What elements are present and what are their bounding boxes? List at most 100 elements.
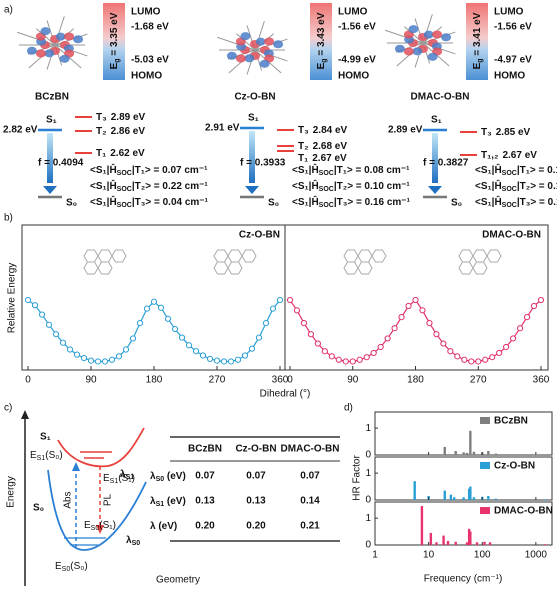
t-label: T₂ 2.86 eV <box>96 126 145 137</box>
energy-point <box>482 356 489 363</box>
table-header: DMAC-O-BN <box>281 444 340 455</box>
energy-point <box>398 314 405 321</box>
hr-bar <box>443 446 446 455</box>
y-axis-label: Relative Energy <box>7 263 18 334</box>
oscillator-strength: f = 0.4094 <box>38 158 84 169</box>
energy-label-part: (S₀) <box>45 450 62 461</box>
soc-value: <S₁|ĤSOC|T₂> = 0.10 cm⁻¹ <box>292 179 410 193</box>
energy-point <box>157 304 165 311</box>
gap-label: Eg = 3.41 eV <box>472 12 484 69</box>
orbital-lobe <box>244 54 255 63</box>
t-label: T₁,₂ 2.67 eV <box>481 150 537 161</box>
y-tick-label: 1 <box>365 513 371 524</box>
hr-bar <box>487 450 490 455</box>
energy-point <box>234 356 242 363</box>
molecule-ring <box>111 249 127 263</box>
energy-point <box>349 358 356 365</box>
energy-label: ES1(S₁) <box>103 473 135 485</box>
x-tick-label: 180 <box>407 375 424 386</box>
energy-point <box>503 343 510 351</box>
hr-bar <box>454 541 457 545</box>
hr-bar <box>454 450 457 455</box>
t-name: T₂ <box>298 141 309 152</box>
energy-point <box>384 335 391 342</box>
gap-label-part: = 3.41 eV <box>472 12 483 58</box>
orbital-lobe <box>35 49 46 58</box>
soc-value-part: <S₁|Ĥ <box>292 163 319 176</box>
energy-point <box>122 346 130 353</box>
s1-label: S₁ <box>248 113 259 124</box>
energy-point <box>286 296 294 304</box>
x-tick-label: 90 <box>85 375 97 386</box>
soc-value-part: SOC <box>502 186 517 193</box>
lumo-value: -1.56 eV <box>494 22 532 33</box>
energy-point <box>391 325 398 332</box>
hr-bar <box>494 498 498 500</box>
energy-point <box>52 331 60 338</box>
orbital-lobe <box>259 59 270 68</box>
oscillator-strength: f = 0.3827 <box>423 158 469 169</box>
energy-point <box>199 352 207 359</box>
energy-point <box>206 355 214 363</box>
t-label: T₁ 2.62 eV <box>96 148 145 159</box>
soc-value-part: SOC <box>502 170 517 177</box>
soc-value-part: SOC <box>117 186 132 193</box>
energy-point <box>328 353 335 360</box>
molecule-ring <box>472 261 488 275</box>
table-row-label-part: (eV) <box>164 496 186 507</box>
hr-bar <box>465 542 469 545</box>
fluorescence-arrow <box>249 131 255 183</box>
t-label: T₂ 2.68 eV <box>298 141 347 152</box>
lumo-label: LUMO <box>338 7 368 18</box>
gap-bar <box>466 3 488 80</box>
soc-value-part: |T₂> = 0.11 cm⁻¹ <box>517 181 557 192</box>
energy-point <box>213 357 221 364</box>
table-cell: 0.07 <box>300 471 320 482</box>
x-tick-label: 270 <box>470 375 487 386</box>
energy-label-part: E <box>103 473 110 484</box>
lumo-value: -1.56 eV <box>338 22 376 33</box>
soc-value-part: <S₁|Ĥ <box>475 195 502 208</box>
energy-point <box>516 325 524 332</box>
s1-label: S₁ <box>431 115 442 126</box>
gap-label-part: g <box>477 58 484 62</box>
hr-bar <box>462 497 465 500</box>
legend-label: Cz-O-BN <box>494 461 535 472</box>
molecule-name: DMAC-O-BN <box>411 92 470 103</box>
transition-label: PL <box>103 493 114 506</box>
gap-label-part: g <box>321 58 328 62</box>
homo-value: -4.97 eV <box>494 55 532 66</box>
hr-bar <box>469 531 472 545</box>
reorganization-label-part: λ <box>126 535 132 546</box>
energy-label-part: E <box>84 520 91 531</box>
energy-point <box>101 358 109 365</box>
gap-label-part: E <box>472 62 483 69</box>
soc-value-part: |T₁> = 0.08 cm⁻¹ <box>334 165 410 176</box>
panel-label: a) <box>4 5 13 16</box>
soc-value: <S₁|ĤSOC|T₃> = 0.04 cm⁻¹ <box>90 195 209 209</box>
energy-point <box>300 319 308 327</box>
orbital-lobe <box>255 37 266 46</box>
homo-value: -4.99 eV <box>338 55 376 66</box>
energy-point <box>510 335 517 342</box>
molecule-ring <box>213 261 229 275</box>
t-name: T₃ <box>481 127 492 138</box>
table-row-label-part: λ <box>150 496 156 507</box>
energy-point <box>59 339 67 346</box>
orbital-lobe <box>73 35 84 44</box>
reorganization-label-part: λ <box>120 469 126 480</box>
energy-point <box>468 358 475 365</box>
soc-value: <S₁|ĤSOC|T₁> = 0.10 cm⁻¹ <box>475 163 557 177</box>
energy-point <box>255 334 263 341</box>
energy-point <box>523 314 531 321</box>
hr-bar <box>469 430 472 455</box>
orbital-lobe <box>408 25 419 34</box>
molecule-ring <box>213 249 229 263</box>
y-tick-label: 0 <box>365 540 371 551</box>
energy-point <box>475 358 482 365</box>
energy-point <box>269 305 277 312</box>
s0-label: S₀ <box>268 198 279 209</box>
orbital-lobe <box>64 32 75 41</box>
hr-bar <box>435 542 438 545</box>
energy-point <box>342 358 349 365</box>
